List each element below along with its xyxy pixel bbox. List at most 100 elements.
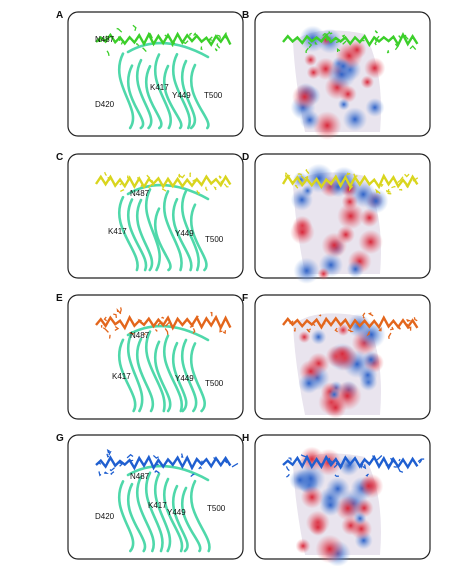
ligand-side bbox=[103, 328, 108, 333]
ligand-side bbox=[217, 43, 220, 48]
surface-patch bbox=[325, 397, 347, 419]
ligand-side bbox=[199, 467, 202, 469]
residue-label: N487 bbox=[130, 189, 150, 198]
ribbon-strand bbox=[155, 342, 170, 411]
ligand-side bbox=[190, 173, 191, 177]
ligand-side bbox=[133, 25, 136, 31]
ligand-side bbox=[232, 463, 238, 466]
ligand-side bbox=[99, 471, 101, 475]
residue-label: N487 bbox=[95, 35, 115, 44]
ligand-side bbox=[215, 187, 216, 190]
surface-patch bbox=[292, 84, 317, 109]
ligand-side bbox=[388, 193, 391, 194]
surface-patch bbox=[319, 494, 341, 516]
ligand-side bbox=[139, 320, 141, 321]
ribbon-strand bbox=[146, 189, 160, 270]
ligand bbox=[96, 25, 230, 56]
ligand-side bbox=[113, 314, 116, 318]
surface-patch bbox=[317, 268, 329, 280]
residue-label: K417 bbox=[148, 501, 167, 510]
ligand-side bbox=[223, 330, 225, 333]
ligand-side bbox=[162, 189, 166, 191]
ligand-side bbox=[127, 455, 133, 458]
residue-label: T500 bbox=[207, 504, 226, 513]
ligand-side bbox=[286, 466, 289, 470]
ligand-side bbox=[387, 50, 389, 53]
surface-patch bbox=[290, 220, 315, 245]
ligand-side bbox=[209, 37, 212, 40]
panel-letter: G bbox=[56, 433, 64, 444]
ligand-side bbox=[363, 317, 364, 318]
ligand-side bbox=[398, 36, 400, 38]
residue-label: N487 bbox=[130, 472, 150, 481]
ligand-side bbox=[215, 49, 217, 52]
ribbon-strand bbox=[119, 54, 133, 128]
surface-patch bbox=[358, 365, 377, 384]
residue-label: T500 bbox=[205, 379, 224, 388]
ligand-side bbox=[399, 459, 400, 461]
ligand-side bbox=[369, 313, 373, 316]
panel-letter: A bbox=[56, 10, 63, 21]
residue-label: N487 bbox=[130, 331, 150, 340]
ligand-side bbox=[210, 313, 211, 317]
residue-label: Y449 bbox=[172, 91, 191, 100]
surface-patch bbox=[304, 53, 317, 66]
ligand-side bbox=[377, 456, 382, 461]
surface-patch bbox=[335, 58, 350, 73]
ligand-backbone bbox=[96, 177, 230, 187]
ligand-side bbox=[107, 51, 109, 56]
surface-patch bbox=[337, 202, 364, 229]
ligand-side bbox=[120, 307, 121, 313]
ligand-side bbox=[137, 43, 139, 45]
ligand-side bbox=[410, 46, 416, 49]
surface-patch bbox=[309, 518, 327, 536]
residue-label: T500 bbox=[205, 235, 224, 244]
panel-letter: H bbox=[242, 433, 249, 444]
ligand-side bbox=[142, 183, 143, 186]
ribbon-strand bbox=[146, 66, 161, 128]
ligand-side bbox=[414, 317, 417, 320]
ribbon-strand bbox=[191, 481, 209, 551]
ligand-side bbox=[390, 327, 393, 330]
residue-label: Y449 bbox=[175, 229, 194, 238]
ligand-side bbox=[190, 33, 192, 36]
ligand-side bbox=[104, 472, 107, 473]
surface-patch bbox=[358, 230, 383, 255]
residue-label: Y449 bbox=[175, 374, 194, 383]
surface-patch bbox=[298, 373, 319, 394]
ligand-side bbox=[162, 317, 164, 318]
ribbon-loop bbox=[128, 43, 208, 57]
ligand-side bbox=[193, 328, 195, 333]
ligand-side bbox=[165, 328, 168, 334]
surface-patch bbox=[291, 189, 313, 211]
surface-patch bbox=[307, 66, 321, 80]
ligand-side bbox=[191, 474, 195, 476]
ligand-side bbox=[117, 29, 122, 33]
ligand-side bbox=[181, 454, 182, 458]
ligand-side bbox=[285, 173, 286, 176]
surface-patch bbox=[311, 329, 327, 345]
ribbon-strand bbox=[155, 209, 170, 270]
ligand-side bbox=[294, 328, 295, 332]
ribbon-strand bbox=[146, 332, 164, 411]
surface-patch bbox=[300, 110, 320, 130]
residue-label: K417 bbox=[108, 227, 127, 236]
ligand-side bbox=[406, 320, 409, 322]
residue-label: K417 bbox=[150, 83, 169, 92]
ligand-side bbox=[201, 46, 202, 49]
residue-label: Y449 bbox=[167, 508, 186, 517]
ligand-side bbox=[298, 174, 302, 175]
surface-patch bbox=[362, 351, 380, 369]
ligand-side bbox=[120, 190, 124, 192]
ligand bbox=[96, 307, 230, 337]
ligand-side bbox=[194, 34, 197, 37]
surface-patch bbox=[365, 98, 384, 117]
ligand-side bbox=[399, 190, 402, 191]
surface-patch bbox=[315, 535, 344, 564]
ligand-side bbox=[193, 179, 197, 181]
ligand-side bbox=[375, 41, 377, 45]
ligand-side bbox=[155, 329, 157, 331]
ligand-side bbox=[326, 35, 327, 37]
ligand-side bbox=[115, 326, 118, 330]
